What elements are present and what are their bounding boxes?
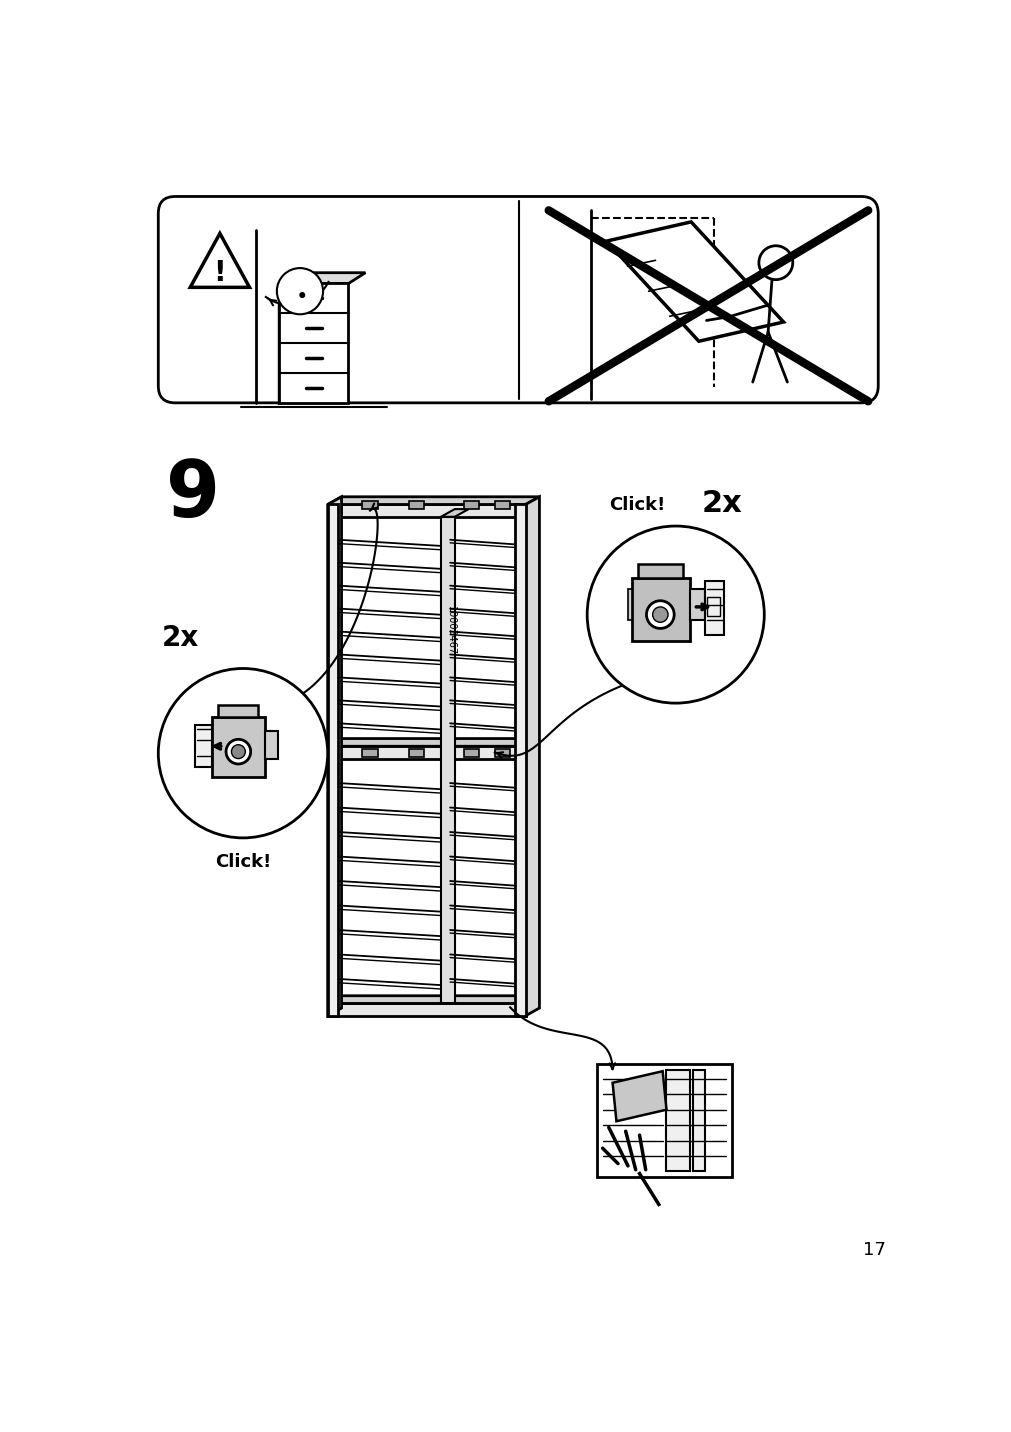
Bar <box>693 1070 705 1171</box>
Circle shape <box>232 745 245 759</box>
Bar <box>463 501 479 510</box>
Bar <box>338 759 441 1004</box>
Bar <box>450 517 515 746</box>
Text: 17: 17 <box>862 1242 885 1259</box>
Bar <box>338 517 441 746</box>
Text: 9: 9 <box>166 457 220 533</box>
Bar <box>362 501 377 510</box>
Polygon shape <box>441 510 468 517</box>
Polygon shape <box>218 705 258 717</box>
Text: Click!: Click! <box>214 853 271 871</box>
Polygon shape <box>328 739 539 746</box>
Bar <box>441 517 454 1004</box>
Polygon shape <box>606 222 783 341</box>
Circle shape <box>225 739 251 763</box>
Polygon shape <box>212 717 264 778</box>
Polygon shape <box>612 1071 666 1121</box>
Bar <box>494 501 510 510</box>
Polygon shape <box>190 233 250 288</box>
Text: 10003467: 10003467 <box>446 606 455 656</box>
Polygon shape <box>631 577 688 640</box>
Bar <box>666 1070 688 1171</box>
Polygon shape <box>525 497 539 1015</box>
Circle shape <box>758 246 792 279</box>
Polygon shape <box>264 730 278 759</box>
Circle shape <box>652 607 667 623</box>
Bar <box>463 749 479 758</box>
Bar <box>195 725 212 768</box>
Polygon shape <box>328 995 539 1004</box>
Polygon shape <box>279 284 348 402</box>
Polygon shape <box>328 504 525 517</box>
Bar <box>515 504 525 1015</box>
Bar <box>706 597 720 616</box>
Circle shape <box>586 526 763 703</box>
Circle shape <box>299 292 304 298</box>
Polygon shape <box>637 564 682 577</box>
Text: !: ! <box>213 259 226 288</box>
Bar <box>494 749 510 758</box>
Polygon shape <box>628 589 631 620</box>
Circle shape <box>158 669 328 838</box>
Polygon shape <box>328 1004 525 1015</box>
Bar <box>328 504 338 1015</box>
Polygon shape <box>279 272 365 284</box>
Text: 2x: 2x <box>701 490 742 518</box>
Bar <box>705 581 724 636</box>
Polygon shape <box>328 746 525 759</box>
Text: 2x: 2x <box>162 623 199 652</box>
Polygon shape <box>688 589 705 620</box>
Bar <box>596 1064 731 1177</box>
Circle shape <box>277 268 323 314</box>
Polygon shape <box>328 497 342 1015</box>
Polygon shape <box>279 272 296 402</box>
Bar <box>408 749 424 758</box>
Polygon shape <box>328 497 539 504</box>
Circle shape <box>646 601 673 629</box>
Bar <box>450 759 515 1004</box>
Bar <box>408 501 424 510</box>
Bar <box>362 749 377 758</box>
Text: Click!: Click! <box>609 497 664 514</box>
FancyBboxPatch shape <box>158 196 878 402</box>
